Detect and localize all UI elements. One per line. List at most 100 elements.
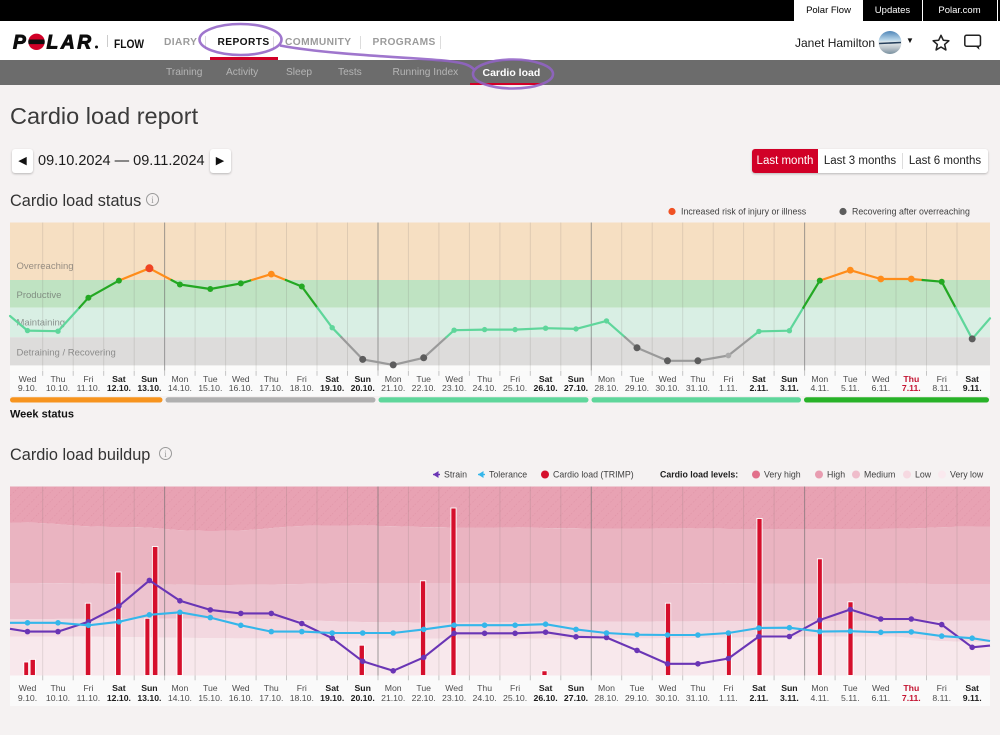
svg-text:21.10.: 21.10. <box>381 383 405 393</box>
svg-text:Tue: Tue <box>203 374 218 384</box>
svg-text:Tue: Tue <box>416 374 431 384</box>
svg-text:14.10.: 14.10. <box>168 383 192 393</box>
svg-text:19.10.: 19.10. <box>320 693 344 703</box>
svg-text:27.10.: 27.10. <box>564 693 588 703</box>
svg-text:Tue: Tue <box>203 683 218 693</box>
svg-text:12.10.: 12.10. <box>107 693 131 703</box>
svg-text:Week status: Week status <box>10 409 74 421</box>
svg-text:Sun: Sun <box>568 374 584 384</box>
svg-text:22.10.: 22.10. <box>412 383 436 393</box>
svg-text:11.10.: 11.10. <box>77 693 101 703</box>
svg-text:Very low: Very low <box>950 470 984 480</box>
svg-text:Sat: Sat <box>112 683 126 693</box>
svg-text:1.11.: 1.11. <box>719 693 738 703</box>
svg-text:8.11.: 8.11. <box>932 693 951 703</box>
svg-text:13.10.: 13.10. <box>137 693 161 703</box>
svg-text:1.11.: 1.11. <box>719 383 738 393</box>
svg-text:31.10.: 31.10. <box>686 383 710 393</box>
svg-text:Thu: Thu <box>477 374 492 384</box>
svg-text:14.10.: 14.10. <box>168 693 192 703</box>
svg-text:Productive: Productive <box>17 290 62 301</box>
svg-text:Fri: Fri <box>937 683 947 693</box>
svg-text:9.10.: 9.10. <box>18 383 37 393</box>
svg-text:7.11.: 7.11. <box>902 693 921 703</box>
svg-text:Mon: Mon <box>171 374 188 384</box>
svg-text:22.10.: 22.10. <box>412 693 436 703</box>
svg-text:Mon: Mon <box>811 683 828 693</box>
svg-text:27.10.: 27.10. <box>564 383 588 393</box>
svg-text:Fri: Fri <box>297 374 307 384</box>
svg-text:10.10.: 10.10. <box>46 693 70 703</box>
svg-text:Very high: Very high <box>764 470 801 480</box>
svg-text:Fri: Fri <box>510 683 520 693</box>
svg-text:4.11.: 4.11. <box>810 693 829 703</box>
svg-text:Overreaching: Overreaching <box>17 261 74 272</box>
svg-text:Sun: Sun <box>781 374 797 384</box>
svg-text:Sat: Sat <box>325 683 339 693</box>
svg-text:Sat: Sat <box>752 683 766 693</box>
svg-text:5.11.: 5.11. <box>841 693 860 703</box>
svg-text:Mon: Mon <box>385 683 402 693</box>
svg-text:Fri: Fri <box>723 683 733 693</box>
svg-text:Sun: Sun <box>354 374 370 384</box>
svg-text:Thu: Thu <box>477 683 492 693</box>
svg-text:Mon: Mon <box>385 374 402 384</box>
svg-text:Wed: Wed <box>19 374 37 384</box>
svg-text:Sat: Sat <box>965 374 979 384</box>
svg-text:7.11.: 7.11. <box>902 383 921 393</box>
svg-text:Thu: Thu <box>903 374 919 384</box>
svg-text:25.10.: 25.10. <box>503 693 527 703</box>
svg-text:Cardio load levels:: Cardio load levels: <box>660 470 738 480</box>
svg-text:6.11.: 6.11. <box>871 693 890 703</box>
svg-text:Tue: Tue <box>416 683 431 693</box>
svg-text:Sun: Sun <box>781 683 797 693</box>
svg-text:Wed: Wed <box>445 374 463 384</box>
svg-text:Mon: Mon <box>171 683 188 693</box>
svg-text:8.11.: 8.11. <box>932 383 951 393</box>
svg-text:29.10.: 29.10. <box>625 693 649 703</box>
svg-text:Increased risk of injury or il: Increased risk of injury or illness <box>681 207 807 217</box>
svg-text:Tue: Tue <box>630 683 645 693</box>
svg-text:Wed: Wed <box>232 683 250 693</box>
svg-text:15.10.: 15.10. <box>198 383 222 393</box>
svg-text:21.10.: 21.10. <box>381 693 405 703</box>
svg-text:26.10.: 26.10. <box>534 383 558 393</box>
svg-text:24.10.: 24.10. <box>473 383 497 393</box>
svg-text:15.10.: 15.10. <box>198 693 222 703</box>
svg-text:9.11.: 9.11. <box>963 383 982 393</box>
svg-text:Thu: Thu <box>264 683 279 693</box>
svg-text:3.11.: 3.11. <box>780 383 799 393</box>
svg-text:Fri: Fri <box>83 374 93 384</box>
svg-text:5.11.: 5.11. <box>841 383 860 393</box>
svg-text:Wed: Wed <box>445 683 463 693</box>
svg-text:9.11.: 9.11. <box>963 693 982 703</box>
svg-text:Wed: Wed <box>19 683 37 693</box>
svg-text:11.10.: 11.10. <box>77 383 101 393</box>
svg-text:Thu: Thu <box>690 374 705 384</box>
svg-text:13.10.: 13.10. <box>137 383 161 393</box>
svg-text:Medium: Medium <box>864 470 895 480</box>
svg-text:19.10.: 19.10. <box>320 383 344 393</box>
svg-text:16.10.: 16.10. <box>229 383 253 393</box>
svg-text:16.10.: 16.10. <box>229 693 253 703</box>
svg-text:Sun: Sun <box>354 683 370 693</box>
svg-text:Fri: Fri <box>83 683 93 693</box>
svg-text:Detraining / Recovering: Detraining / Recovering <box>17 348 116 359</box>
svg-text:2.11.: 2.11. <box>749 693 768 703</box>
svg-text:Wed: Wed <box>659 374 677 384</box>
svg-text:Wed: Wed <box>872 683 890 693</box>
svg-text:25.10.: 25.10. <box>503 383 527 393</box>
svg-text:17.10.: 17.10. <box>259 383 283 393</box>
svg-text:28.10.: 28.10. <box>594 693 618 703</box>
svg-text:Fri: Fri <box>723 374 733 384</box>
svg-text:Sat: Sat <box>752 374 766 384</box>
svg-text:Wed: Wed <box>659 683 677 693</box>
svg-text:Tue: Tue <box>843 374 858 384</box>
svg-text:Thu: Thu <box>264 374 279 384</box>
svg-text:Thu: Thu <box>51 374 66 384</box>
svg-text:Cardio load (TRIMP): Cardio load (TRIMP) <box>553 470 634 480</box>
svg-text:Mon: Mon <box>598 683 615 693</box>
svg-text:24.10.: 24.10. <box>473 693 497 703</box>
svg-text:Sat: Sat <box>539 683 553 693</box>
svg-text:6.11.: 6.11. <box>871 383 890 393</box>
